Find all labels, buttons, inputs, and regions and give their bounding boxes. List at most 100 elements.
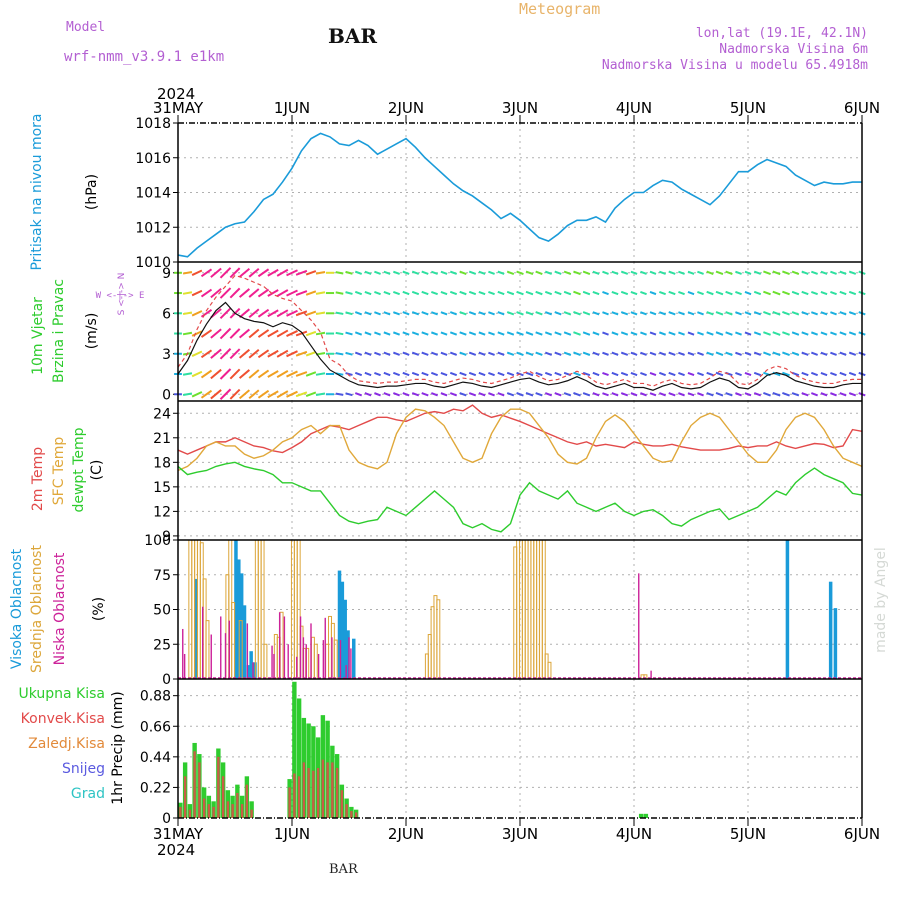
wind-arrow — [772, 270, 781, 276]
wind-arrow — [753, 331, 762, 336]
wind-arrow — [200, 268, 213, 278]
wind-arrow — [468, 270, 477, 275]
wind-arrow — [640, 331, 647, 336]
wind-arrow — [354, 331, 363, 336]
wind-arrow — [182, 271, 193, 275]
wind-arrow — [544, 311, 553, 316]
wind-arrow — [725, 311, 733, 316]
wind-arrow — [305, 270, 317, 276]
wind-arrow — [715, 371, 724, 377]
wind-arrow — [544, 392, 553, 397]
high-cloud-bar — [828, 581, 833, 679]
wind-arrow — [563, 392, 572, 397]
wind-arrow — [791, 270, 800, 275]
wind-arrow — [744, 392, 752, 397]
precip-total-bar — [643, 813, 649, 818]
wind-arrow — [497, 270, 505, 275]
precip-conv-bar — [188, 809, 192, 818]
wind-arrow — [735, 311, 742, 316]
low-cloud-bar — [183, 653, 186, 679]
wind-arrow — [295, 371, 308, 377]
wind-arrow — [248, 348, 260, 359]
wind-arrow — [706, 270, 714, 275]
wind-arrow — [640, 290, 647, 296]
wind-arrow — [431, 351, 438, 356]
wind-arrow — [497, 311, 505, 316]
low-cloud-bar — [322, 640, 325, 679]
wind-arrow — [191, 269, 203, 276]
wind-arrow — [697, 311, 704, 316]
y-tick-label: 1010 — [135, 255, 171, 271]
wind-arrow — [488, 371, 495, 377]
wind-arrow — [257, 389, 270, 399]
precip-conv-bar — [326, 762, 329, 818]
wind-arrow — [200, 369, 213, 379]
wind-arrow — [345, 270, 353, 275]
wind-arrow — [383, 270, 391, 275]
wind-arrow — [791, 392, 800, 397]
precip-conv-bar — [250, 809, 253, 818]
wind-arrow — [811, 351, 818, 356]
wind-arrow — [791, 331, 800, 336]
high-cloud-bar — [352, 638, 356, 679]
wind-arrow — [516, 311, 524, 316]
wind-arrow — [611, 270, 619, 275]
y-tick-label: 50 — [153, 603, 171, 619]
wind-arrow — [210, 368, 222, 380]
low-cloud-bar — [210, 634, 212, 679]
wind-ylabel: 10m Vjetar — [30, 297, 46, 375]
wind-arrow — [468, 392, 477, 397]
precip-legend-label: Snijeg — [62, 761, 105, 777]
wind-arrow — [440, 270, 448, 275]
wind-arrow — [267, 309, 279, 318]
wind-arrow — [573, 351, 581, 356]
wind-arrow — [459, 392, 467, 397]
wind-arrow — [219, 267, 232, 279]
wind-arrow — [535, 311, 543, 316]
wind-arrow — [335, 352, 344, 356]
wind-arrow — [286, 390, 298, 398]
low-cloud-bar — [252, 662, 254, 679]
meteogram-title: Meteogram — [519, 0, 601, 18]
wind-arrow — [295, 350, 308, 357]
precip-conv-bar — [183, 776, 187, 818]
wind-arrow — [649, 371, 657, 377]
wind-arrow — [402, 311, 410, 316]
wind-arrow — [200, 389, 213, 399]
low-cloud-bar — [182, 628, 184, 679]
wind-arrow — [210, 328, 222, 339]
wind-arrow — [706, 371, 714, 377]
wind-arrow — [345, 331, 353, 336]
wind-arrow — [210, 389, 222, 400]
wind-arrow — [421, 290, 429, 296]
wind-arrow — [354, 392, 363, 397]
wind-arrow — [706, 331, 714, 336]
wind-arrow — [573, 311, 581, 316]
wind-arrow — [697, 331, 704, 336]
wind-arrow — [440, 351, 448, 356]
wind-arrow — [364, 270, 372, 275]
precip-conv-bar — [217, 756, 220, 818]
x-tick-label-top: 5JUN — [730, 99, 766, 117]
high-cloud-bar — [246, 665, 251, 679]
wind-arrow — [305, 351, 317, 357]
low-cloud-bar — [317, 653, 320, 679]
wind-arrow — [411, 371, 420, 377]
y-tick-label: 15 — [153, 480, 171, 496]
precip-conv-bar — [231, 804, 234, 818]
wind-arrow — [535, 270, 543, 275]
precip-conv-bar — [302, 762, 306, 818]
wind-arrow — [191, 310, 203, 317]
low-cloud-bar — [228, 620, 230, 679]
x-tick-label-bottom: 4JUN — [616, 825, 652, 843]
wind-arrow — [706, 290, 714, 296]
wind-arrow — [238, 328, 251, 339]
wind-arrow — [383, 392, 391, 397]
high-cloud-bar — [194, 578, 198, 679]
wind-arrow — [431, 331, 438, 336]
wind-arrow — [697, 351, 704, 356]
wind-arrow — [801, 270, 809, 275]
wind-arrow — [811, 331, 818, 336]
wind-arrow — [668, 331, 676, 336]
high-cloud-bar — [337, 570, 342, 679]
